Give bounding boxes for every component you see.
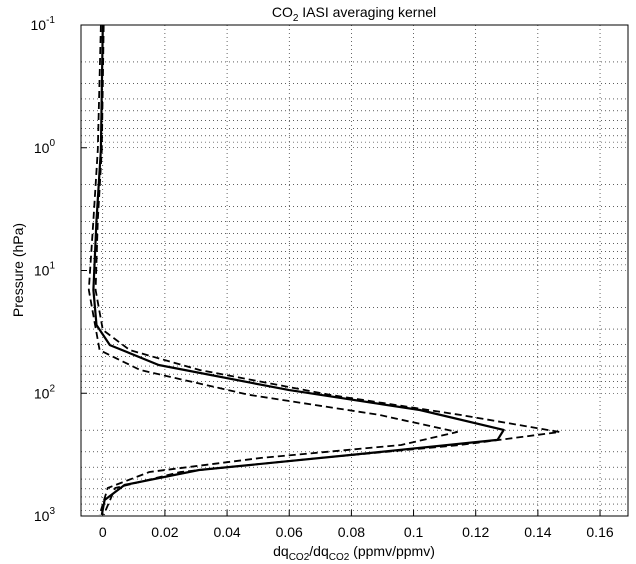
x-tick-label: 0.16 [586,524,613,540]
y-tick-label: 103 [34,506,56,524]
y-tick-exponent: 0 [49,138,55,149]
y-tick-base: 10 [34,140,50,156]
y-tick-label: 102 [34,383,56,401]
text-part: dq [273,543,289,559]
x-tick-label: 0.06 [276,524,303,540]
y-tick-base: 10 [34,508,50,524]
series-line [94,24,561,516]
x-tick-label: 0 [99,524,107,540]
y-tick-exponent: 2 [49,383,55,394]
y-tick-label: 100 [34,138,56,156]
subscript: CO2 [289,552,310,563]
chart-title: CO2 IASI averaging kernel [272,4,436,24]
text-part: (ppmv/ppmv) [349,543,435,559]
subscript: 2 [293,13,299,24]
x-tick-label: 0.02 [151,524,178,540]
text-part: IASI averaging kernel [298,4,436,20]
x-axis-label: dqCO2/dqCO2 (ppmv/ppmv) [273,543,435,563]
y-tick-base: 10 [34,263,50,279]
plot-area [81,25,628,516]
text-part: CO [272,4,293,20]
plot-frame [80,24,629,517]
y-tick-label: 10-1 [31,15,56,33]
y-tick-exponent: 1 [49,261,55,272]
y-tick-exponent: -1 [46,15,55,26]
x-tick-label: 0.1 [404,524,424,540]
x-tick-label: 0.14 [524,524,551,540]
text-part: /dq [309,543,328,559]
subscript: CO2 [329,552,350,563]
x-tick-label: 0.08 [338,524,365,540]
y-tick-exponent: 3 [49,506,55,517]
x-tick-label: 0.12 [462,524,489,540]
y-tick-base: 10 [34,385,50,401]
y-tick-base: 10 [31,17,47,33]
y-axis-label: Pressure (hPa) [10,223,26,317]
y-tick-label: 101 [34,261,56,279]
x-tick-label: 0.04 [213,524,240,540]
